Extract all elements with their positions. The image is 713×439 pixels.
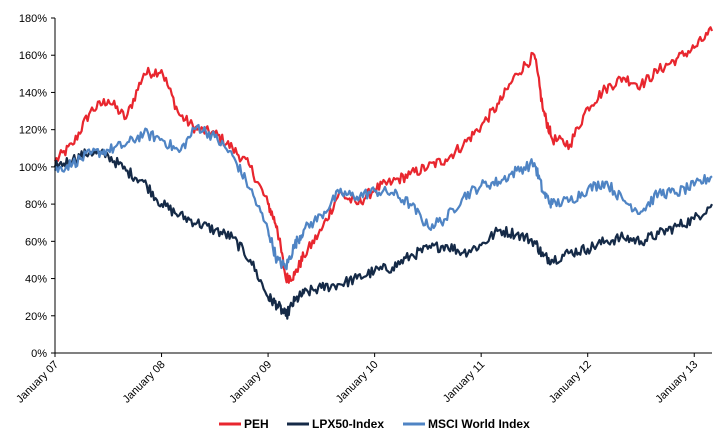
y-tick-label: 60% (25, 236, 47, 248)
series-line-2 (53, 123, 713, 271)
legend-label-1: LPX50-Index (312, 417, 384, 431)
legend: PEH LPX50-Index MSCI World Index (219, 417, 530, 431)
x-tick-label: January 12 (547, 359, 594, 406)
legend-label-0: PEH (244, 417, 269, 431)
y-tick-label: 40% (25, 274, 47, 286)
y-tick-label: 160% (19, 50, 47, 62)
legend-label-2: MSCI World Index (428, 417, 530, 431)
x-tick-label: January 07 (14, 359, 61, 406)
y-tick-label: 80% (25, 199, 47, 211)
y-axis-ticks: 0% 20% 40% 60% 80% 100% 120% 140% 160% 180% (19, 13, 55, 360)
y-tick-label: 100% (19, 162, 47, 174)
y-tick-label: 180% (19, 13, 47, 25)
y-tick-label: 20% (25, 311, 47, 323)
y-tick-label: 120% (19, 125, 47, 137)
y-tick-label: 0% (31, 348, 47, 360)
y-tick-label: 140% (19, 87, 47, 99)
x-tick-label: January 13 (653, 359, 700, 406)
series-lines (53, 26, 713, 320)
x-tick-label: January 10 (334, 359, 381, 406)
series-line-1 (53, 148, 713, 320)
x-tick-label: January 11 (441, 359, 487, 405)
x-tick-label: January 08 (121, 359, 168, 406)
x-axis-ticks: January 07 January 08 January 09 January 10… (14, 353, 700, 406)
x-tick-label: January 09 (227, 359, 274, 406)
